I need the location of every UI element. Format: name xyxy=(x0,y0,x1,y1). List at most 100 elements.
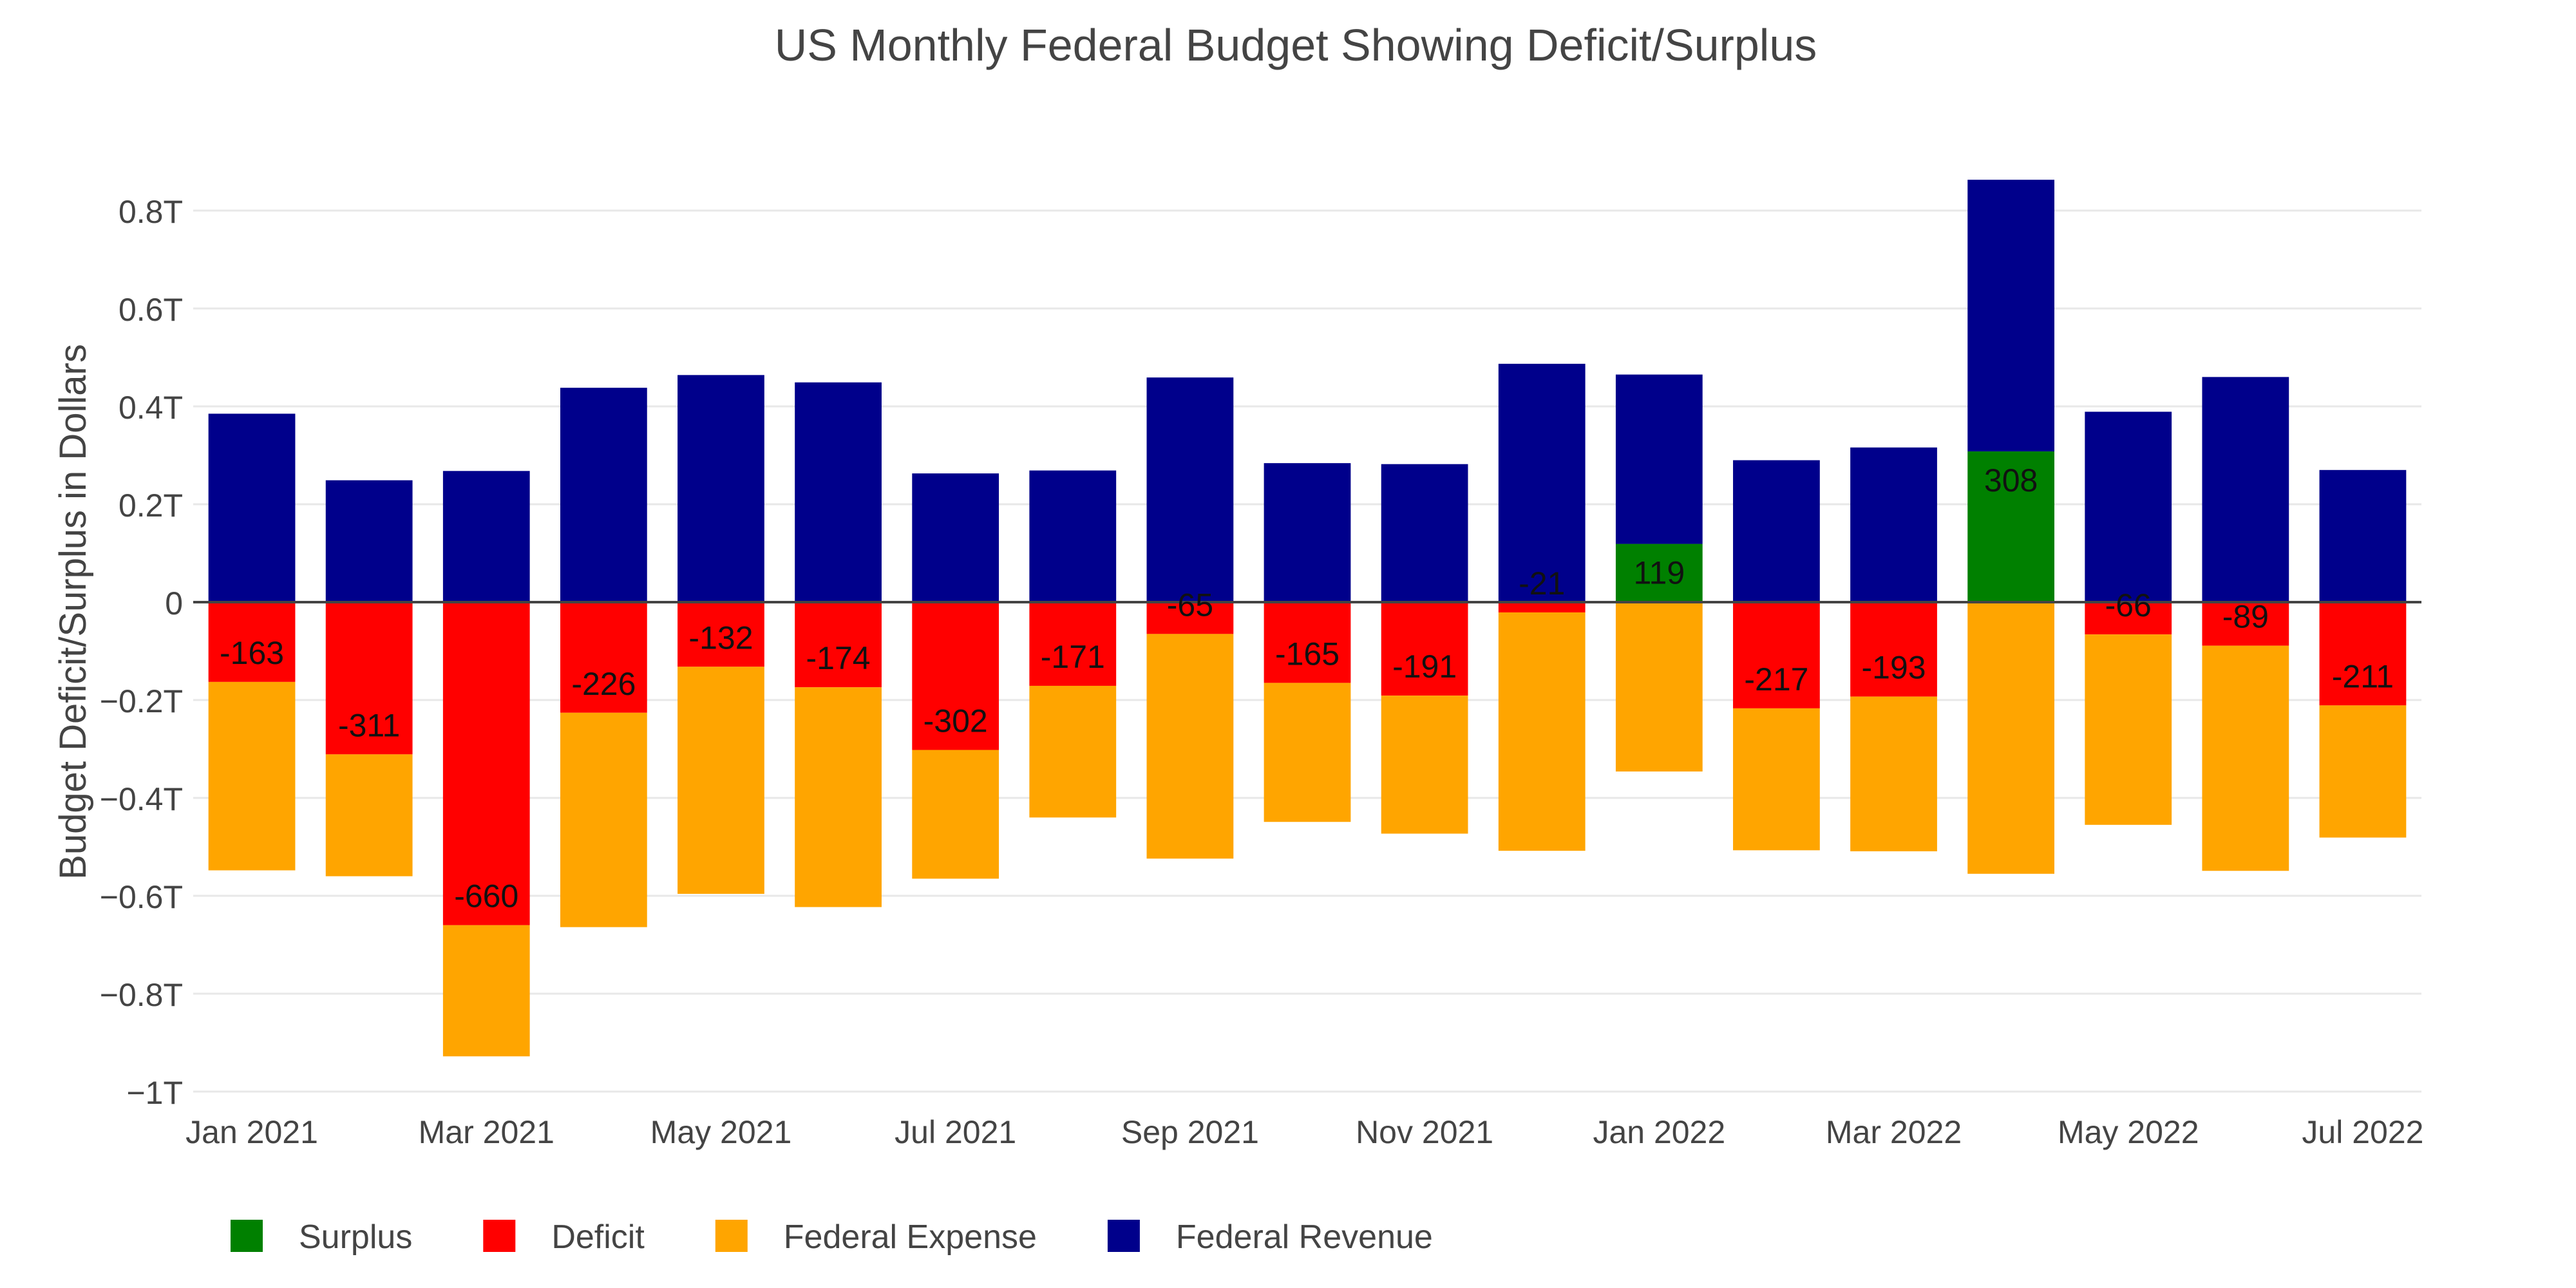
data-label: -66 xyxy=(2105,587,2152,623)
federal-expense-bar xyxy=(795,687,882,907)
federal-revenue-bar xyxy=(795,382,882,602)
legend-item-surplus[interactable]: Surplus xyxy=(231,1218,412,1256)
data-label: -65 xyxy=(1167,587,1213,623)
federal-expense-bar xyxy=(1498,612,1586,851)
federal-expense-bar xyxy=(677,667,764,894)
federal-revenue-bar xyxy=(325,480,413,602)
y-axis-title: Budget Deficit/Surplus in Dollars xyxy=(52,344,94,880)
data-label: -174 xyxy=(806,640,871,676)
deficit-bar xyxy=(1733,602,1820,708)
federal-expense-bar xyxy=(1615,602,1703,772)
data-label: 308 xyxy=(1984,462,2038,498)
federal-expense-bar xyxy=(1029,685,1117,818)
federal-expense-bar xyxy=(325,754,413,876)
legend-item-deficit[interactable]: Deficit xyxy=(483,1218,645,1256)
chart-title: US Monthly Federal Budget Showing Defici… xyxy=(775,20,1817,70)
federal-revenue-bar xyxy=(560,388,647,602)
x-tick-label: Jan 2022 xyxy=(1593,1114,1725,1150)
federal-expense-bar xyxy=(2085,634,2172,825)
legend-label: Federal Expense xyxy=(784,1218,1037,1256)
data-label: -211 xyxy=(2332,658,2394,694)
deficit-bar xyxy=(912,602,999,750)
federal-expense-bar xyxy=(1381,696,1468,834)
deficit-bar xyxy=(677,602,764,667)
x-tick-label: Jul 2022 xyxy=(2302,1114,2423,1150)
federal-expense-bar xyxy=(2202,645,2289,871)
legend-swatch xyxy=(715,1220,748,1252)
legend-swatch xyxy=(231,1220,263,1252)
federal-revenue-bar xyxy=(1381,464,1468,602)
y-tick-label: 0.8T xyxy=(118,194,183,230)
deficit-bar xyxy=(208,602,296,682)
y-tick-label: 0.4T xyxy=(118,390,183,426)
deficit-bar xyxy=(560,602,647,713)
x-tick-label: Jul 2021 xyxy=(895,1114,1016,1150)
data-label: -193 xyxy=(1861,650,1926,686)
x-tick-label: Mar 2021 xyxy=(419,1114,554,1150)
y-tick-label: 0 xyxy=(165,585,183,621)
data-label: -21 xyxy=(1519,565,1565,601)
legend-swatch xyxy=(483,1220,516,1252)
legend: Surplus Deficit Federal Expense Federal Rev… xyxy=(231,1218,1433,1256)
data-label: -217 xyxy=(1744,661,1808,697)
x-axis-ticks: Jan 2021 Mar 2021 May 2021 Jul 2021 Sep 2021… xyxy=(185,1114,2423,1150)
surplus-bar xyxy=(1615,544,1703,602)
y-tick-label: 0.2T xyxy=(118,488,183,524)
deficit-bar xyxy=(2202,602,2289,646)
legend-swatch xyxy=(1107,1220,1140,1252)
deficit-bar xyxy=(442,602,530,925)
x-tick-label: Nov 2021 xyxy=(1356,1114,1493,1150)
federal-expense-bar xyxy=(1850,696,1937,851)
federal-revenue-bar xyxy=(2319,469,2407,602)
deficit-bar xyxy=(1498,602,1586,612)
federal-expense-bar xyxy=(560,712,647,927)
y-tick-label: 0.6T xyxy=(118,292,183,328)
y-tick-label: −0.6T xyxy=(100,879,183,915)
data-label: -132 xyxy=(688,620,753,656)
federal-revenue-bar xyxy=(1850,447,1937,602)
y-tick-label: −0.8T xyxy=(100,977,183,1013)
federal-revenue-bar xyxy=(442,471,530,602)
data-label: -171 xyxy=(1041,639,1105,675)
deficit-bar xyxy=(1850,602,1937,697)
data-label: -165 xyxy=(1275,636,1340,672)
federal-expense-bar xyxy=(1967,602,2055,874)
x-tick-label: Mar 2022 xyxy=(1826,1114,1962,1150)
y-axis-ticks: 0.8T 0.6T 0.4T 0.2T 0 −0.2T −0.4T −0.6T −0.8T −1T xyxy=(100,194,183,1111)
federal-expense-bar xyxy=(1146,634,1234,859)
legend-item-federal-revenue[interactable]: Federal Revenue xyxy=(1107,1218,1433,1256)
federal-revenue-bar xyxy=(2085,412,2172,602)
legend-label: Deficit xyxy=(551,1218,645,1256)
data-label: -89 xyxy=(2222,599,2269,635)
federal-expense-bar xyxy=(912,750,999,879)
y-tick-label: −0.2T xyxy=(100,683,183,719)
y-tick-label: −1T xyxy=(126,1075,183,1111)
x-tick-label: Jan 2021 xyxy=(185,1114,318,1150)
data-label: -191 xyxy=(1392,649,1457,685)
federal-revenue-bar xyxy=(1498,363,1586,602)
data-label: -660 xyxy=(454,878,518,914)
deficit-bar xyxy=(1146,602,1234,634)
deficit-bar xyxy=(1381,602,1468,696)
x-tick-label: May 2022 xyxy=(2058,1114,2199,1150)
legend-label: Surplus xyxy=(299,1218,412,1256)
deficit-bar xyxy=(325,602,413,755)
federal-expense-bar xyxy=(442,925,530,1057)
data-label: -226 xyxy=(571,666,636,702)
federal-revenue-bar xyxy=(1264,463,1351,602)
federal-revenue-bar xyxy=(208,413,296,602)
federal-revenue-bar xyxy=(677,375,764,602)
data-label: -311 xyxy=(338,707,400,743)
federal-revenue-bar xyxy=(912,473,999,602)
deficit-bar xyxy=(795,602,882,688)
legend-item-federal-expense[interactable]: Federal Expense xyxy=(715,1218,1037,1256)
data-labels: 119 308 -163 -311 -660 -226 -132 -174 -302 -171 -6… xyxy=(220,462,2394,914)
federal-revenue-bar xyxy=(1967,180,2055,451)
x-tick-label: Sep 2021 xyxy=(1121,1114,1259,1150)
federal-revenue-bar xyxy=(1146,377,1234,602)
federal-expense-bar xyxy=(208,681,296,871)
deficit-bar xyxy=(1264,602,1351,683)
y-tick-label: −0.4T xyxy=(100,781,183,817)
